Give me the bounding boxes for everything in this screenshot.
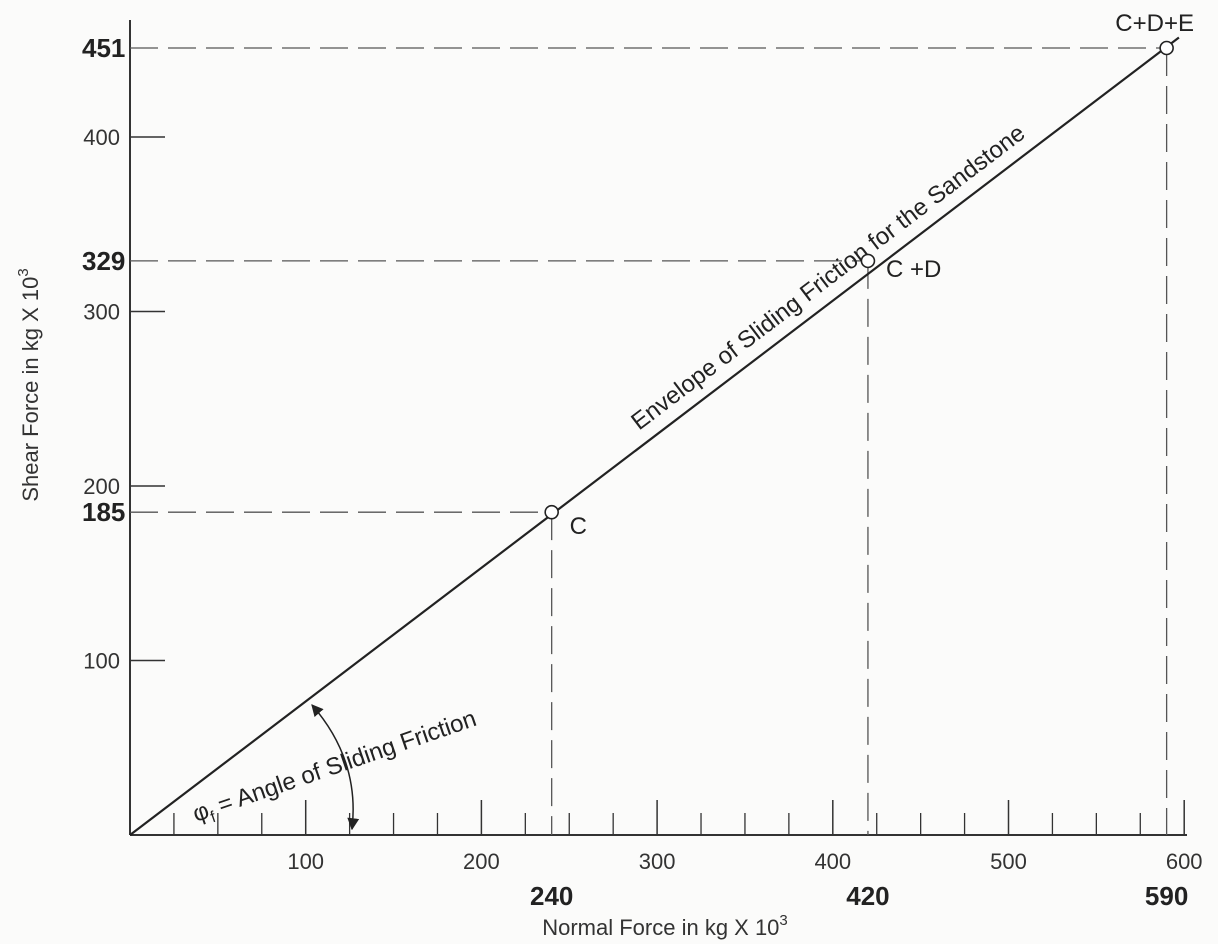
- tick-labels: 100 200 300 400 185 329 451 100 200 300 400 500 600 2…: [82, 33, 1203, 911]
- x-axis-title-exp: 3: [779, 912, 787, 929]
- x-tick-label-200: 200: [463, 849, 500, 874]
- axis-ticks: [130, 136, 1185, 835]
- y-tick-label-400: 400: [83, 125, 120, 150]
- y-axis-title: Shear Force in kg X 103: [15, 268, 43, 501]
- y-axis-title-exp: 3: [15, 268, 32, 276]
- envelope-label: Envelope of Sliding Friction for the San…: [626, 119, 1030, 435]
- x-tick-label-500: 500: [990, 849, 1027, 874]
- data-point-2: [1159, 40, 1174, 56]
- guide-lines: [130, 47, 1168, 835]
- angle-annotation: φf = Angle of Sliding Friction: [189, 704, 481, 831]
- angle-subscript: f: [208, 809, 218, 827]
- data-points: C C +D C+D+E: [544, 10, 1194, 540]
- x-tick-label-300: 300: [639, 849, 676, 874]
- data-point-1: [860, 253, 876, 269]
- envelope: Envelope of Sliding Friction for the San…: [129, 36, 1180, 836]
- x-tick-label-400: 400: [814, 849, 851, 874]
- y-tick-label-300: 300: [83, 300, 120, 325]
- x-highlight-label-590: 590: [1145, 881, 1188, 911]
- y-axis-title-text: Shear Force in kg X 10: [18, 277, 43, 502]
- x-highlight-label-240: 240: [530, 881, 573, 911]
- angle-label: φf = Angle of Sliding Friction: [189, 705, 481, 831]
- y-tick-label-200: 200: [83, 474, 120, 499]
- data-point-0: [544, 504, 559, 520]
- y-highlight-label-329: 329: [82, 246, 125, 276]
- angle-text: = Angle of Sliding Friction: [208, 705, 480, 821]
- x-tick-label-100: 100: [287, 849, 324, 874]
- y-highlight-label-185: 185: [82, 497, 125, 527]
- y-highlight-label-451: 451: [82, 33, 125, 63]
- x-axis-title: Normal Force in kg X 103: [542, 912, 788, 940]
- point-label-1: C +D: [886, 256, 941, 283]
- x-axis-title-text: Normal Force in kg X 10: [542, 915, 779, 940]
- y-tick-label-100: 100: [83, 649, 120, 674]
- x-highlight-label-420: 420: [846, 881, 889, 911]
- point-label-0: C: [570, 513, 587, 540]
- x-tick-label-600: 600: [1166, 849, 1203, 874]
- point-label-2: C+D+E: [1115, 10, 1194, 37]
- angle-arc: [311, 704, 360, 831]
- envelope-line: [129, 36, 1180, 836]
